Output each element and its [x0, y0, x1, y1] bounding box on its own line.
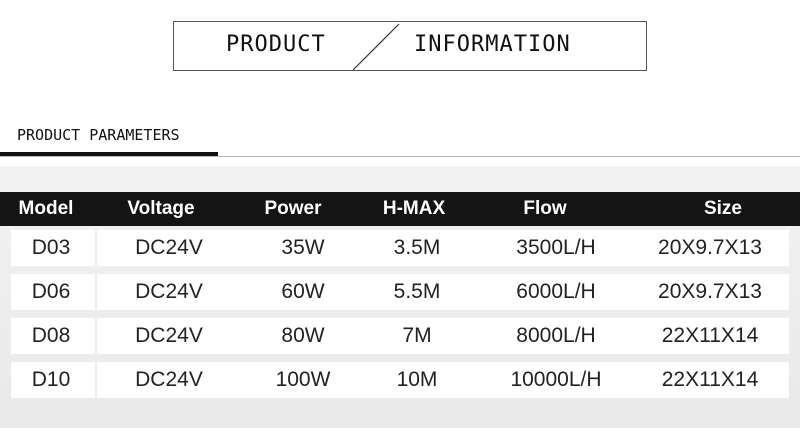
cell-power: 60W [281, 280, 325, 303]
cell-flow: 6000L/H [516, 280, 596, 303]
title-slash-divider [352, 23, 400, 71]
cell-size: 20X9.7X13 [658, 280, 762, 303]
parameters-table: Model Voltage Power H-MAX Flow Size D03 … [0, 166, 800, 428]
cell-voltage: DC24V [135, 236, 203, 259]
table-row: D10 DC24V 100W 10M 10000L/H 22X11X14 [11, 362, 789, 398]
cell-voltage: DC24V [135, 324, 203, 347]
cell-flow: 10000L/H [510, 368, 602, 391]
column-header-hmax: H-MAX [382, 198, 446, 219]
section-underline [0, 152, 218, 156]
cell-voltage: DC24V [135, 280, 203, 303]
cell-hmax: 3.5M [393, 236, 441, 259]
cell-hmax: 5.5M [393, 280, 441, 303]
column-header-model: Model [18, 198, 74, 219]
cell-model: D03 [31, 236, 71, 259]
table-header: Model Voltage Power H-MAX Flow Size [0, 192, 800, 226]
cell-hmax: 7M [402, 324, 432, 347]
product-information-title-box: PRODUCT INFORMATION [173, 21, 647, 71]
table-row: D08 DC24V 80W 7M 8000L/H 22X11X14 [11, 318, 789, 354]
cell-size: 22X11X14 [661, 324, 759, 347]
cell-model: D10 [31, 368, 71, 391]
cell-model: D08 [31, 324, 71, 347]
table-row: D06 DC24V 60W 5.5M 6000L/H 20X9.7X13 [11, 274, 789, 310]
title-information: INFORMATION [414, 32, 571, 57]
cell-voltage: DC24V [135, 368, 203, 391]
cell-size: 22X11X14 [661, 368, 759, 391]
section-divider [0, 156, 800, 157]
section-title: PRODUCT PARAMETERS [17, 126, 180, 144]
cell-power: 80W [281, 324, 325, 347]
cell-flow: 3500L/H [516, 236, 596, 259]
column-header-size: Size [703, 198, 743, 219]
column-header-flow: Flow [523, 198, 567, 219]
cell-model: D06 [31, 280, 71, 303]
title-product: PRODUCT [226, 32, 326, 57]
cell-flow: 8000L/H [516, 324, 596, 347]
cell-power: 100W [275, 368, 331, 391]
column-header-power: Power [264, 198, 322, 219]
cell-size: 20X9.7X13 [658, 236, 762, 259]
cell-power: 35W [281, 236, 325, 259]
column-header-voltage: Voltage [127, 198, 195, 219]
cell-hmax: 10M [396, 368, 438, 391]
table-row: D03 DC24V 35W 3.5M 3500L/H 20X9.7X13 [11, 230, 789, 266]
